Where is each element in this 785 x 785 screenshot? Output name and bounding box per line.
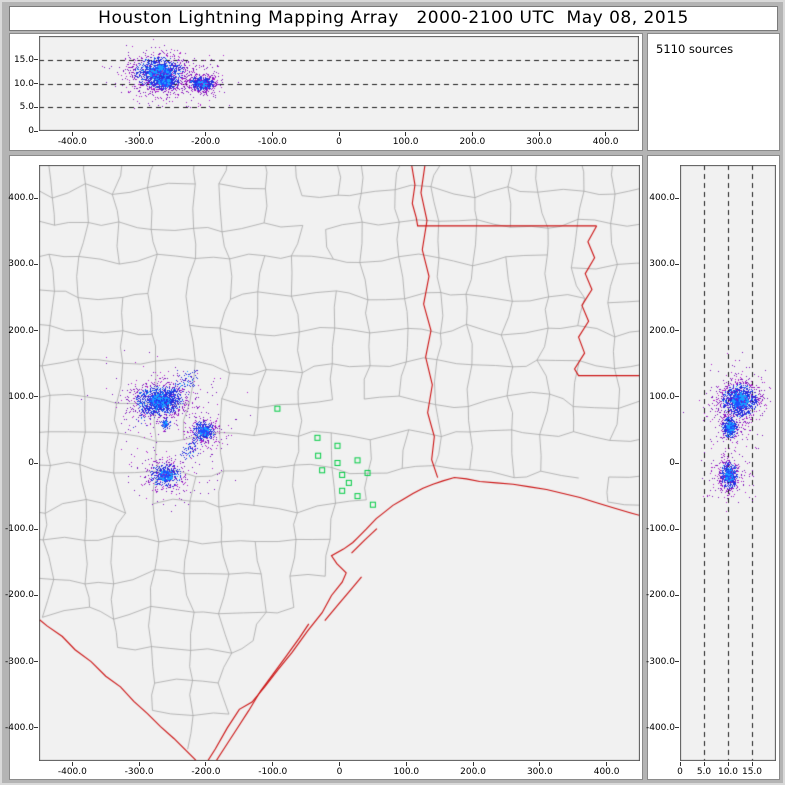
- tick-mark: [205, 132, 207, 136]
- tick-label: 0: [669, 458, 675, 468]
- tick-label: -100.0: [4, 524, 34, 535]
- tick-label: 300.0: [8, 259, 34, 270]
- tick-label: 200.0: [459, 137, 486, 147]
- plan-view-map[interactable]: [39, 165, 640, 761]
- tick-mark: [71, 762, 73, 766]
- tick-mark: [675, 197, 679, 199]
- altitude-ns-plot[interactable]: [680, 165, 776, 761]
- tick-label: 100.0: [8, 391, 34, 402]
- tick-mark: [34, 528, 38, 530]
- altitude-ew-plot[interactable]: [39, 36, 639, 131]
- tick-mark: [34, 727, 38, 729]
- tick-label: 300.0: [526, 137, 552, 147]
- tick-label: -100.0: [257, 137, 287, 147]
- tick-label: 400.0: [8, 193, 34, 204]
- tick-label: -100.0: [645, 524, 675, 535]
- tick-label: 5.0: [696, 767, 712, 777]
- tick-label: -400.0: [57, 767, 87, 777]
- tick-mark: [675, 396, 679, 398]
- tick-label: -200.0: [191, 767, 221, 777]
- tick-mark: [606, 762, 608, 766]
- tick-label: 0: [677, 767, 683, 777]
- tick-label: 15.0: [741, 767, 763, 777]
- altitude-ns-panel: 0 5.0 10.0 15.0 -400.0 -300.0 -200.0 -100.0 0 100…: [646, 155, 780, 780]
- tick-mark: [34, 661, 38, 663]
- tick-label: -100.0: [258, 767, 288, 777]
- tick-label: 10.0: [717, 767, 739, 777]
- tick-label: 100.0: [392, 137, 419, 147]
- tick-label: 200.0: [8, 325, 34, 336]
- tick-label: 15.0: [13, 54, 34, 65]
- tick-label: 400.0: [592, 137, 619, 147]
- tick-mark: [34, 106, 38, 108]
- tick-label: -300.0: [645, 656, 675, 667]
- tick-mark: [751, 762, 753, 766]
- tick-mark: [34, 594, 38, 596]
- tick-label: 300.0: [526, 767, 553, 777]
- tick-mark: [34, 59, 38, 61]
- tick-mark: [272, 762, 274, 766]
- tick-label: 200.0: [460, 767, 486, 777]
- source-count-label: 5110 sources: [656, 42, 734, 56]
- tick-label: -200.0: [4, 590, 34, 601]
- tick-label: 100.0: [393, 767, 420, 777]
- altitude-ew-panel: -400.0 -300.0 -200.0 -100.0 0 100.0 200.0 300.0…: [9, 33, 643, 151]
- tick-mark: [605, 132, 607, 136]
- tick-label: -400.0: [57, 137, 87, 147]
- tick-label: 10.0: [13, 78, 34, 89]
- tick-mark: [675, 330, 679, 332]
- tick-label: 0: [28, 458, 34, 468]
- tick-mark: [405, 132, 407, 136]
- tick-mark: [34, 462, 38, 464]
- tick-label: -400.0: [4, 722, 34, 733]
- tick-mark: [34, 83, 38, 84]
- tick-label: -300.0: [124, 767, 154, 777]
- tick-mark: [675, 263, 679, 265]
- tick-label: 400.0: [593, 767, 620, 777]
- tick-label: 0: [336, 137, 342, 147]
- tick-mark: [471, 132, 473, 136]
- tick-mark: [71, 132, 73, 136]
- tick-label: 400.0: [649, 193, 675, 204]
- window-title: Houston Lightning Mapping Array 2000-210…: [9, 6, 778, 31]
- tick-mark: [34, 130, 38, 132]
- tick-mark: [539, 762, 541, 766]
- tick-mark: [703, 762, 705, 766]
- tick-label: -200.0: [191, 137, 221, 147]
- tick-mark: [34, 197, 38, 199]
- tick-mark: [675, 727, 679, 729]
- tick-label: 0: [28, 126, 34, 136]
- tick-mark: [138, 762, 140, 766]
- tick-label: 200.0: [649, 325, 675, 336]
- tick-mark: [675, 462, 679, 464]
- tick-mark: [538, 132, 540, 136]
- tick-label: -300.0: [4, 656, 34, 667]
- tick-label: 0: [336, 767, 343, 777]
- tick-mark: [405, 762, 407, 766]
- tick-mark: [205, 762, 207, 766]
- tick-mark: [34, 263, 38, 265]
- tick-mark: [339, 762, 340, 766]
- tick-label: 100.0: [649, 391, 675, 402]
- tick-mark: [34, 396, 38, 398]
- tick-mark: [727, 762, 729, 766]
- tick-mark: [675, 661, 679, 663]
- tick-label: -200.0: [645, 590, 675, 601]
- tick-label: 5.0: [19, 102, 34, 113]
- tick-label: -400.0: [645, 722, 675, 733]
- tick-mark: [338, 132, 340, 136]
- tick-mark: [472, 762, 474, 766]
- plan-view-panel: -400.0 -300.0 -200.0 -100.0 0 100.0 200.0 300.0…: [5, 155, 643, 780]
- tick-mark: [675, 594, 679, 596]
- info-panel: 5110 sources: [647, 33, 780, 151]
- tick-mark: [138, 132, 140, 136]
- tick-mark: [679, 762, 681, 766]
- tick-label: -300.0: [124, 137, 154, 147]
- tick-mark: [675, 528, 679, 530]
- tick-label: 300.0: [649, 259, 675, 270]
- tick-mark: [271, 132, 273, 136]
- tick-mark: [34, 330, 38, 332]
